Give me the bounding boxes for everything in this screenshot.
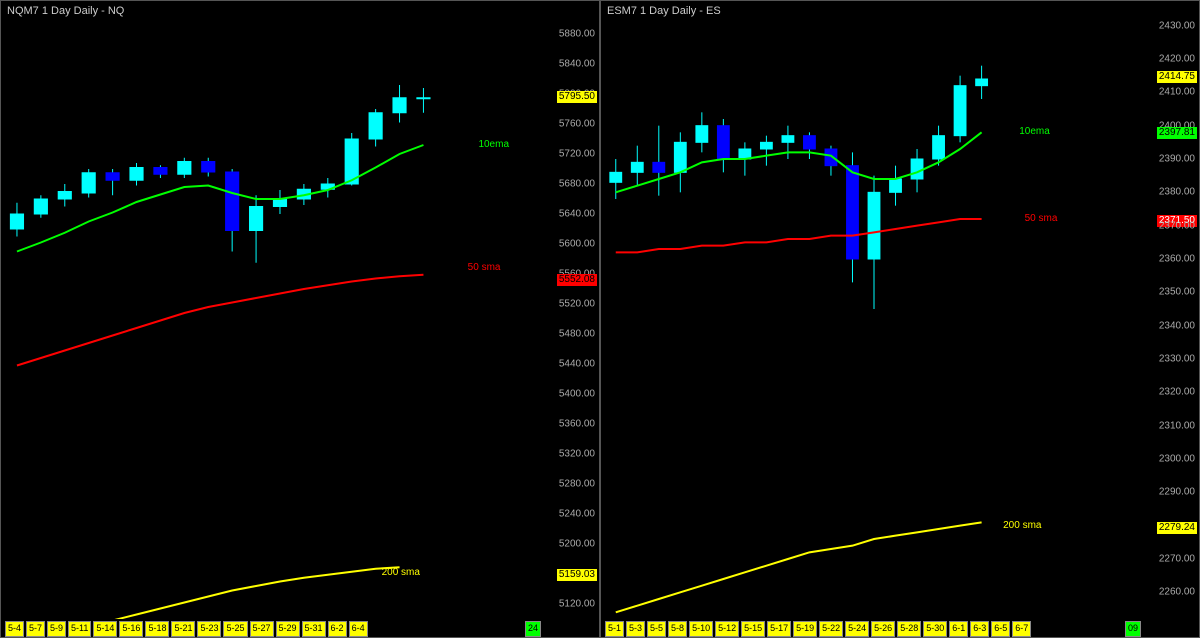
chart-svg-left <box>5 19 543 619</box>
dual-chart-container: NQM7 1 Day Daily - NQ 5880.005840.005800… <box>0 0 1200 638</box>
chart-panel-right[interactable]: ESM7 1 Day Daily - ES 2430.00 2420.00 2414… <box>600 0 1200 638</box>
y-axis-tick: 5600.00 <box>559 239 595 250</box>
y-axis-tick: 5880.00 <box>559 29 595 40</box>
y-axis-tick: 5680.00 <box>559 179 595 190</box>
x-axis-tick: 5-29 <box>276 621 300 637</box>
chart-svg-right <box>605 19 1143 619</box>
x-axis-tick: 5-27 <box>250 621 274 637</box>
x-axis-tick: 5-17 <box>767 621 791 637</box>
x-axis-tick: 5-7 <box>26 621 45 637</box>
x-axis-tick: 5-26 <box>871 621 895 637</box>
y-axis-tick: 5760.00 <box>559 119 595 130</box>
x-axis-last-tick: 24 <box>525 621 541 637</box>
y-axis-tick: 2300.00 <box>1159 454 1195 465</box>
y-axis-tick: 5640.00 <box>559 209 595 220</box>
y-axis-tick: 5360.00 <box>559 419 595 430</box>
x-axis-tick: 6-7 <box>1012 621 1031 637</box>
y-axis-tick: 2310.00 <box>1159 420 1195 431</box>
chart-plot-area-left[interactable] <box>5 19 543 619</box>
x-axis-tick: 5-24 <box>845 621 869 637</box>
x-axis-tick: 5-30 <box>923 621 947 637</box>
y-axis-tick: 2330.00 <box>1159 354 1195 365</box>
y-axis-tick: 5280.00 <box>559 479 595 490</box>
y-axis-marker: 5795.50 <box>557 91 597 103</box>
y-axis-tick: 2420.00 <box>1159 54 1195 65</box>
x-axis-tick: 5-8 <box>668 621 687 637</box>
y-axis-tick: 2430.00 <box>1159 20 1195 31</box>
chart-title-left: NQM7 1 Day Daily - NQ <box>7 5 124 17</box>
y-axis-tick: 2370.00 <box>1159 220 1195 231</box>
y-axis-tick: 2340.00 <box>1159 320 1195 331</box>
chart-panel-left[interactable]: NQM7 1 Day Daily - NQ 5880.005840.005800… <box>0 0 600 638</box>
x-axis-tick: 5-10 <box>689 621 713 637</box>
x-axis-tick: 5-11 <box>68 621 91 637</box>
x-axis-tick: 5-1 <box>605 621 624 637</box>
x-axis-tick: 5-14 <box>93 621 117 637</box>
x-axis-tick: 6-1 <box>949 621 968 637</box>
x-axis-left: 5-45-75-95-115-145-165-185-215-235-255-2… <box>5 621 543 637</box>
y-axis-tick: 2290.00 <box>1159 487 1195 498</box>
x-axis-tick: 5-16 <box>119 621 143 637</box>
y-axis-marker: 5552.08 <box>557 274 597 286</box>
x-axis-tick: 5-21 <box>171 621 195 637</box>
x-axis-tick: 5-25 <box>223 621 247 637</box>
y-axis-tick: 5440.00 <box>559 359 595 370</box>
x-axis-tick: 6-3 <box>970 621 989 637</box>
x-axis-tick: 5-4 <box>5 621 24 637</box>
chart-title-right: ESM7 1 Day Daily - ES <box>607 5 721 17</box>
y-axis-tick: 5480.00 <box>559 329 595 340</box>
y-axis-tick: 2380.00 <box>1159 187 1195 198</box>
x-axis-tick: 5-12 <box>715 621 739 637</box>
chart-plot-area-right[interactable] <box>605 19 1143 619</box>
x-axis-last-tick: 09 <box>1125 621 1141 637</box>
x-axis-tick: 5-9 <box>47 621 66 637</box>
y-axis-tick: 5320.00 <box>559 449 595 460</box>
x-axis-tick: 5-28 <box>897 621 921 637</box>
x-axis-tick: 5-23 <box>197 621 221 637</box>
y-axis-marker: 2397.81 <box>1157 127 1197 139</box>
y-axis-tick: 5720.00 <box>559 149 595 160</box>
x-axis-tick: 6-4 <box>349 621 368 637</box>
y-axis-tick: 5200.00 <box>559 539 595 550</box>
x-axis-tick: 5-5 <box>647 621 666 637</box>
x-axis-tick: 5-19 <box>793 621 817 637</box>
y-axis-marker: 2414.75 <box>1157 71 1197 83</box>
x-axis-tick: 5-22 <box>819 621 843 637</box>
x-axis-tick: 6-5 <box>991 621 1010 637</box>
y-axis-tick: 5520.00 <box>559 299 595 310</box>
y-axis-tick: 5840.00 <box>559 59 595 70</box>
y-axis-marker: 5159.03 <box>557 569 597 581</box>
y-axis-tick: 2350.00 <box>1159 287 1195 298</box>
y-axis-tick: 5240.00 <box>559 509 595 520</box>
y-axis-tick: 2260.00 <box>1159 587 1195 598</box>
x-axis-right: 5-15-35-55-85-105-125-155-175-195-225-24… <box>605 621 1143 637</box>
y-axis-tick: 2320.00 <box>1159 387 1195 398</box>
y-axis-tick: 5120.00 <box>559 599 595 610</box>
y-axis-tick: 2270.00 <box>1159 554 1195 565</box>
x-axis-tick: 6-2 <box>328 621 347 637</box>
x-axis-tick: 5-31 <box>302 621 326 637</box>
y-axis-right: 2430.002420.002414.752410.002400.002397.… <box>1143 19 1199 619</box>
y-axis-left: 5880.005840.005800.005760.005720.005680.… <box>543 19 599 619</box>
y-axis-marker: 2279.24 <box>1157 522 1197 534</box>
x-axis-tick: 5-3 <box>626 621 645 637</box>
y-axis-tick: 2410.00 <box>1159 87 1195 98</box>
x-axis-tick: 5-18 <box>145 621 169 637</box>
y-axis-tick: 2360.00 <box>1159 254 1195 265</box>
x-axis-tick: 5-15 <box>741 621 765 637</box>
y-axis-tick: 5400.00 <box>559 389 595 400</box>
y-axis-tick: 2390.00 <box>1159 154 1195 165</box>
